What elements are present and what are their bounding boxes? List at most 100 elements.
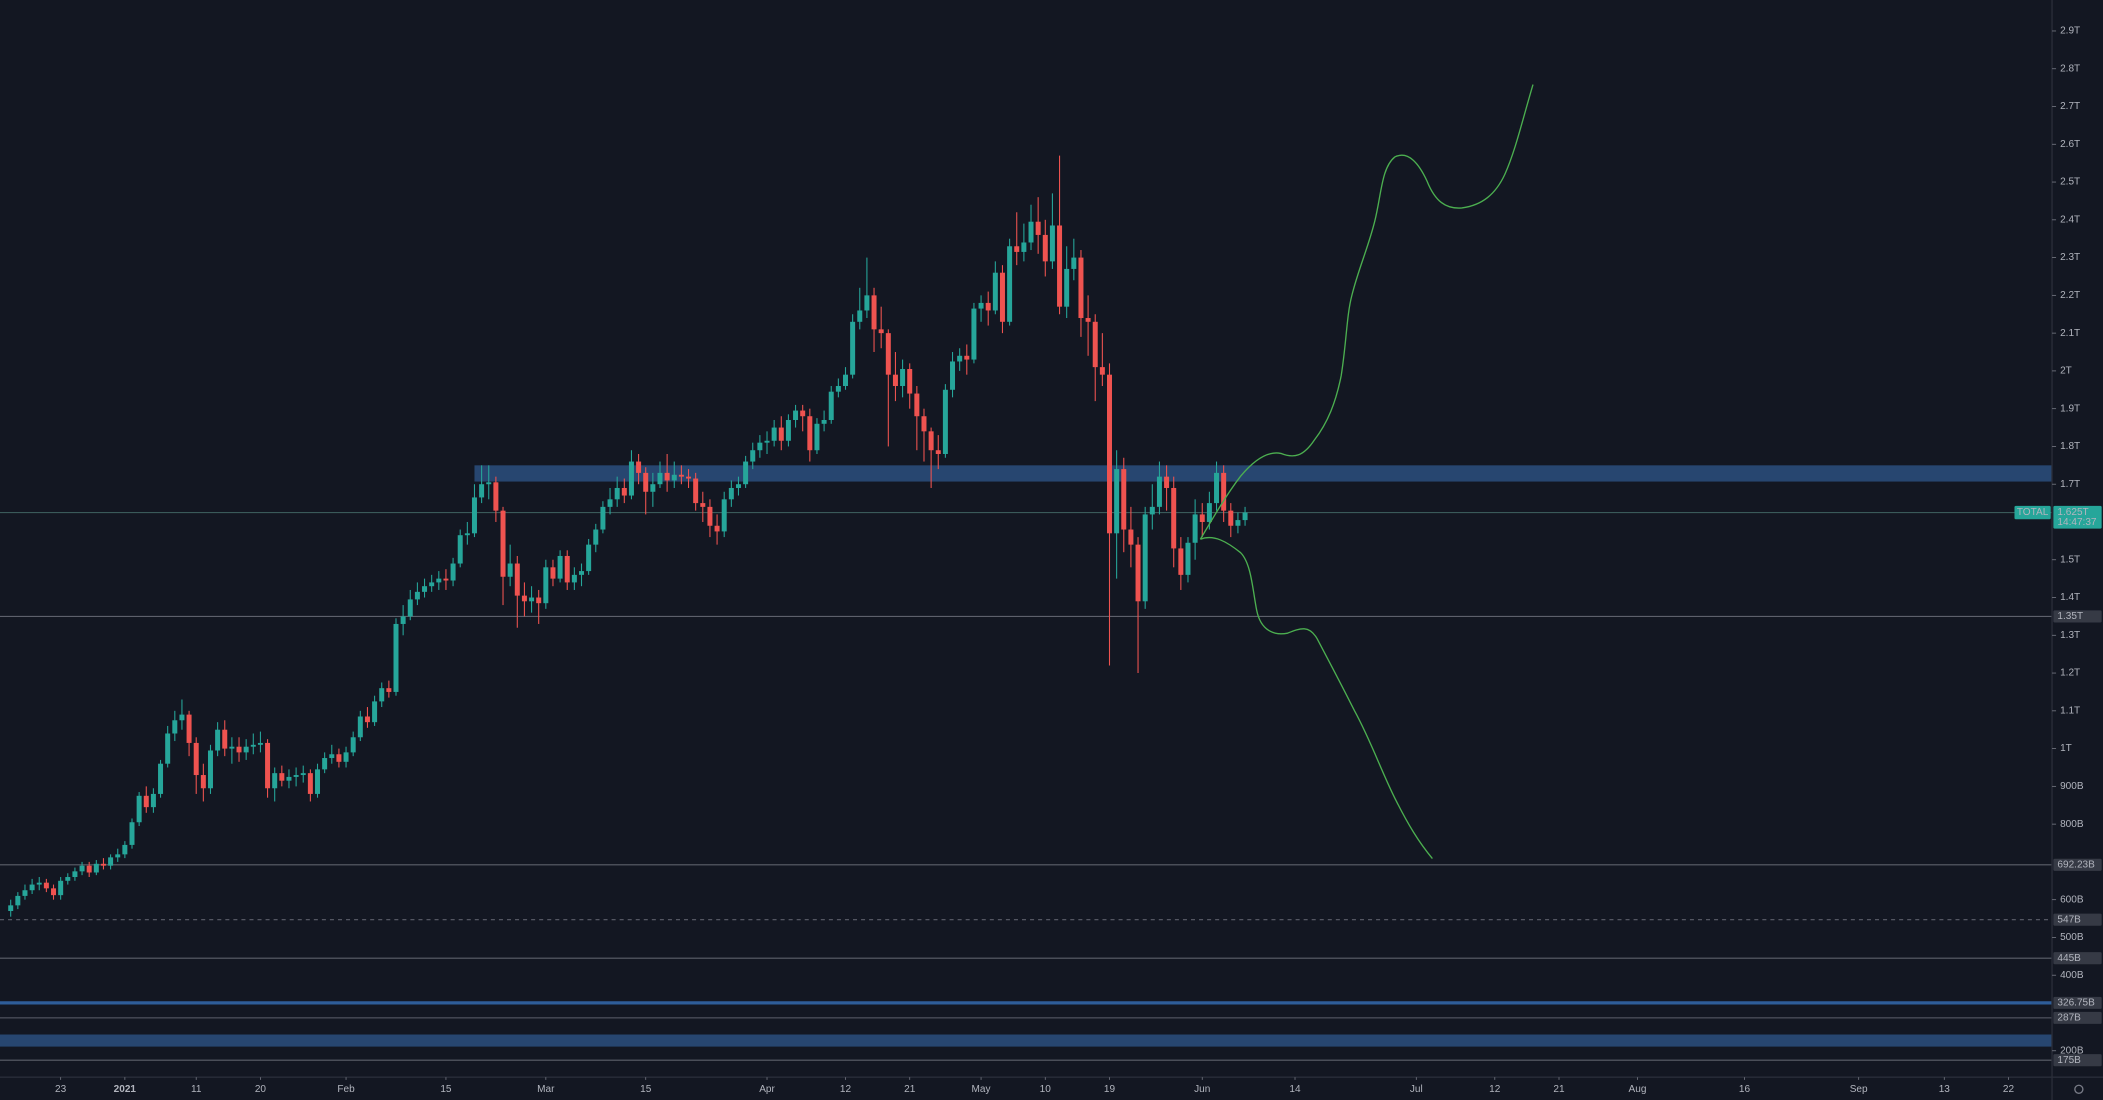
candle-body (579, 571, 585, 575)
x-tick-label: 14 (1289, 1084, 1301, 1095)
candle-body (650, 484, 656, 492)
candle-body (222, 729, 228, 749)
y-tick-label: 1.4T (2060, 592, 2080, 603)
candle-body (564, 555, 570, 583)
candle-body (36, 882, 42, 885)
candle-body (250, 744, 256, 747)
candle-body (1149, 506, 1155, 515)
level-label: 1.35T (2057, 611, 2083, 622)
candle-body (158, 763, 164, 794)
last-price-label: 1.625T (2057, 507, 2088, 518)
candle-body (950, 361, 956, 390)
candle-body (243, 746, 249, 753)
y-tick-label: 1.7T (2060, 479, 2080, 490)
candle-body (1085, 318, 1091, 322)
candle-body (1135, 544, 1141, 602)
projection-group (1199, 84, 1534, 859)
candle-body (800, 410, 806, 417)
plot-area (0, 155, 2053, 1061)
x-tick-label: 15 (640, 1084, 652, 1095)
candle-body (529, 597, 535, 602)
candle-body (971, 308, 977, 360)
y-tick-label: 2.1T (2060, 328, 2080, 339)
settings-icon[interactable] (2074, 1084, 2084, 1094)
candle-body (1192, 514, 1198, 543)
candle-body (1242, 512, 1248, 521)
candle-body (236, 746, 242, 753)
projection-path (1200, 536, 1433, 859)
candle-body (471, 497, 477, 534)
candle-body (636, 461, 642, 473)
candle-body (985, 302, 991, 311)
candle-body (607, 499, 613, 507)
candle-body (543, 567, 549, 604)
candle-body (336, 754, 342, 762)
candle-body (350, 737, 356, 753)
candle-body (1021, 242, 1027, 252)
candle-body (757, 442, 763, 451)
candle-body (1028, 221, 1034, 243)
x-tick-label: 22 (2003, 1084, 2015, 1095)
x-tick-label: 2021 (114, 1084, 137, 1095)
candle-body (614, 487, 620, 500)
candle-body (86, 865, 92, 873)
candle-body (914, 393, 920, 417)
candle-body (1128, 529, 1134, 545)
candle-body (1042, 234, 1048, 262)
candle-body (1199, 514, 1205, 522)
candle-body (735, 484, 741, 488)
candle-body (821, 420, 827, 424)
candle-body (1064, 268, 1070, 307)
zone (0, 1034, 2053, 1047)
level-label-box (2053, 610, 2102, 623)
y-tick-label: 1.8T (2060, 441, 2080, 452)
candle-body (864, 295, 870, 311)
candle-body (443, 578, 449, 581)
x-tick-label: 10 (1040, 1084, 1052, 1095)
candle-body (885, 333, 891, 375)
y-tick-label: 1.2T (2060, 668, 2080, 679)
candle-body (1071, 257, 1077, 269)
y-tick-label: 2.6T (2060, 139, 2080, 150)
candle-body (379, 688, 385, 702)
y-tick-label: 2.5T (2060, 177, 2080, 188)
level-label-box (2053, 1011, 2102, 1024)
candle-body (400, 616, 406, 624)
x-tick-label: Feb (337, 1084, 355, 1095)
candle-body (307, 773, 313, 794)
candle-body (450, 563, 456, 581)
x-tick-label: 23 (55, 1084, 67, 1095)
candle-body (657, 472, 663, 485)
x-tick-label: Jun (1194, 1084, 1210, 1095)
y-tick-label: 600B (2060, 894, 2084, 905)
level-label: 692.23B (2057, 859, 2095, 870)
candle-body (122, 844, 128, 855)
y-tick-label: 1T (2060, 743, 2072, 754)
candle-body (315, 769, 321, 794)
candle-body (79, 865, 85, 872)
candle-body (999, 272, 1005, 322)
axes: 2.9T 2.8T 2.7T 2.6T 2.5T 2.4T 2.3T 2.2T 2.1T 2T 1.… (55, 26, 2102, 1095)
candle-body (593, 529, 599, 545)
candle-body (871, 295, 877, 330)
candle-body (172, 720, 178, 734)
candle-body (93, 863, 99, 873)
candle-body (143, 795, 149, 808)
candle-body (1121, 469, 1127, 530)
x-tick-label: 11 (191, 1084, 202, 1095)
candle-body (100, 863, 106, 866)
candle-body (364, 716, 370, 723)
candle-body (835, 386, 841, 392)
candle-body (843, 374, 848, 387)
candle-body (51, 888, 57, 896)
zone (474, 465, 2053, 482)
candle-body (1221, 472, 1227, 511)
candle-body (72, 871, 78, 878)
candle-body (272, 773, 278, 789)
candle-body (671, 474, 677, 481)
candle-body (293, 775, 299, 777)
candle-body (907, 369, 913, 394)
candle-body (600, 506, 606, 530)
